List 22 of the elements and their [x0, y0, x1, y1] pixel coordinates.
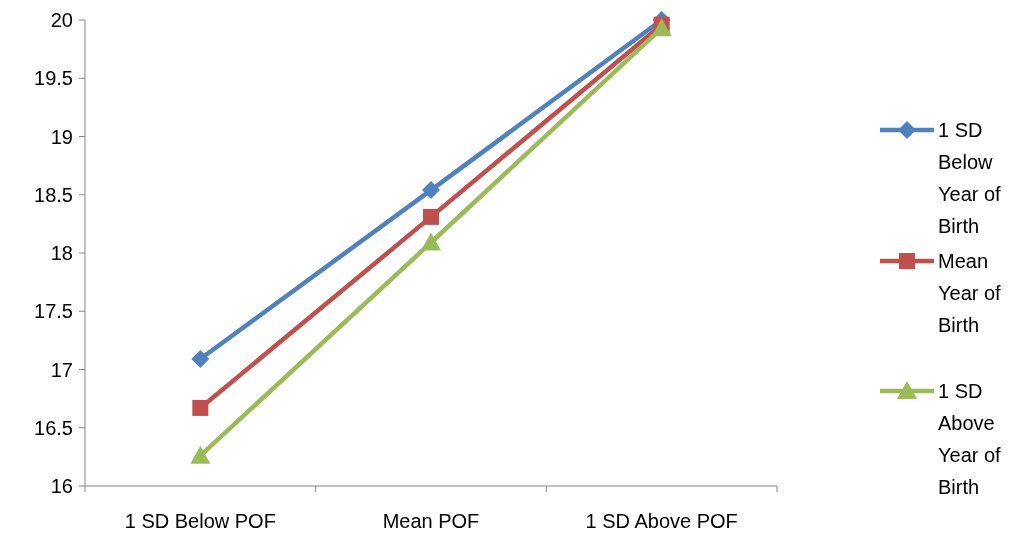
- y-tick-label: 17.5: [34, 300, 73, 323]
- y-tick-label: 18.5: [34, 183, 73, 206]
- x-tick-label: 1 SD Below POF: [124, 510, 276, 532]
- legend-label: 1 SD Above Year of Birth: [938, 380, 1002, 498]
- point: [423, 208, 439, 225]
- y-tick-label: 16: [50, 475, 73, 497]
- point: [421, 232, 441, 251]
- y-tick-label: 19: [50, 125, 73, 148]
- point: [422, 181, 440, 200]
- point: [651, 18, 672, 37]
- legend-label: 1 SD Below Year of Birth: [938, 119, 1002, 237]
- x-tick-label: 1 SD Above POF: [585, 510, 738, 532]
- point: [192, 399, 209, 416]
- y-tick-label: 17: [50, 358, 73, 381]
- y-tick-label: 18: [50, 242, 73, 264]
- point: [191, 350, 210, 369]
- x-tick-label: Mean POF: [382, 510, 480, 532]
- y-tick-label: 19.5: [34, 67, 73, 90]
- y-tick-label: 16.5: [34, 416, 73, 439]
- legend-label: Mean Year of Birth: [938, 250, 1002, 336]
- y-tick-label: 20: [50, 9, 73, 31]
- point: [190, 445, 211, 464]
